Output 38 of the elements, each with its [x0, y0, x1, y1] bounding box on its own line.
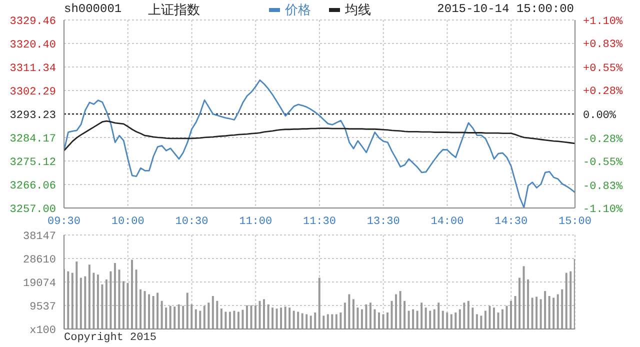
chart-subtitle: sh000001 — [64, 2, 122, 16]
y-tick-label: 28610 — [22, 254, 56, 266]
y-tick-label: 3293.23 — [10, 110, 56, 122]
y-tick-label: 3266.06 — [10, 180, 56, 192]
x-tick-label: 10:30 — [175, 216, 208, 228]
text: Copyright 2015 — [64, 332, 156, 344]
y-tick-label: 3320.40 — [10, 40, 56, 52]
chart-title: 上证指数 — [148, 2, 200, 19]
y2-tick-label: -0.28% — [583, 134, 624, 146]
x-tick-label: 13:30 — [366, 216, 400, 228]
x-tick-label: 11:00 — [239, 216, 272, 228]
y-tick-label: 38147 — [22, 230, 56, 243]
y-tick-label: 3257.00 — [10, 204, 56, 216]
y2-tick-label: -0.55% — [583, 157, 624, 169]
x-tick-label: 15:00 — [558, 216, 592, 228]
y-tick-label: 19074 — [22, 278, 56, 290]
x-tick-label: 14:30 — [494, 216, 528, 228]
y-tick-label: 3329.46 — [10, 16, 56, 28]
y-tick-label: 3275.12 — [10, 156, 56, 169]
x-tick-label: 14:00 — [430, 216, 464, 228]
y-tick-label: x100 — [30, 324, 56, 337]
y-tick-label: 3302.29 — [10, 86, 56, 98]
y2-tick-label: +0.28% — [583, 86, 624, 98]
y2-tick-label: 0.00% — [583, 110, 616, 122]
x-tick-label: 10:00 — [111, 216, 144, 228]
y2-tick-label: +0.55% — [583, 63, 624, 75]
y2-tick-label: -0.83% — [583, 180, 624, 193]
y2-tick-label: +1.10% — [583, 16, 624, 28]
y-tick-label: 9537 — [30, 301, 56, 314]
legend-label: 价格 — [284, 2, 311, 19]
y2-tick-label: -1.10% — [583, 204, 624, 216]
x-tick-label: 11:30 — [302, 216, 336, 228]
y2-tick-label: +0.83% — [583, 39, 624, 52]
text: 2015-10-14 15:00:00 — [437, 2, 574, 16]
legend-label: 均线 — [344, 2, 371, 19]
y-tick-label: 3284.17 — [10, 134, 56, 146]
y-tick-label: 3311.34 — [10, 63, 56, 76]
x-tick-label: 09:30 — [47, 216, 81, 228]
